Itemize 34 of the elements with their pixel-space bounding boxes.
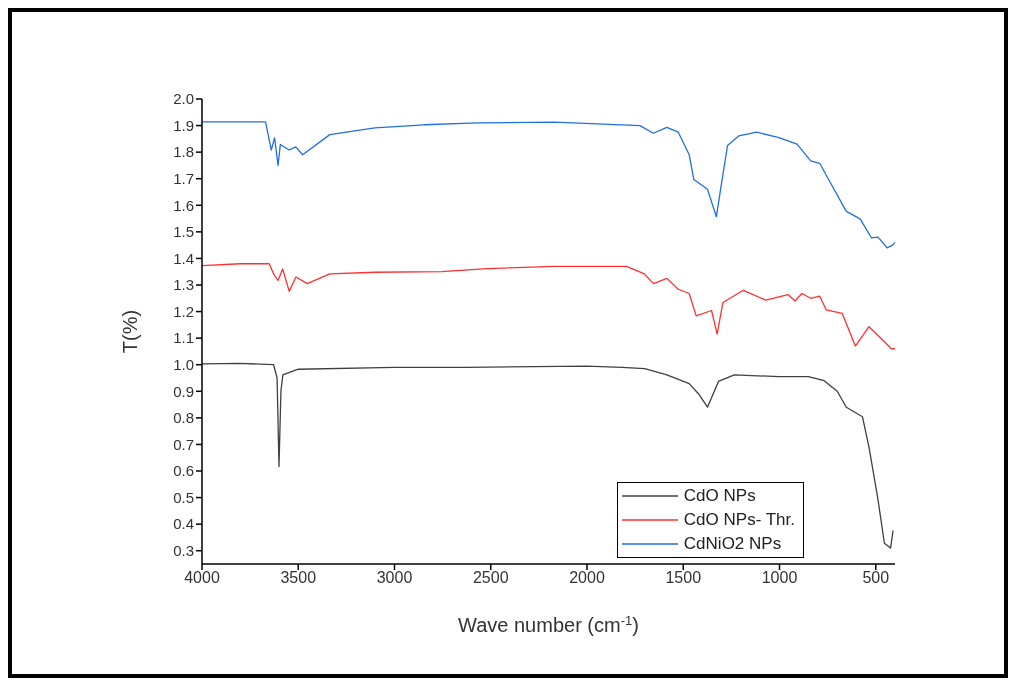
legend-label: CdNiO2 NPs [683,533,782,555]
line-series [202,362,894,549]
y-tick-label: 1.0 [173,356,194,374]
y-tick-label: 1.3 [173,276,194,294]
x-axis-title: Wave number (cm$^{-1}$) [458,612,639,636]
line-series [202,121,895,249]
y-axis-title: T(%) [119,309,141,354]
y-tick-label: 1.5 [173,223,194,241]
legend-label: CdO NPs- Thr. [683,509,795,531]
x-tick-label: 1000 [761,569,798,587]
x-tick-label: 4000 [184,569,220,587]
x-tick-label: 3500 [280,569,317,587]
y-tick-label: 0.4 [173,515,194,533]
line-series [202,263,895,350]
x-tick-label: 2000 [569,569,605,587]
legend-label: CdO NPs [683,485,756,507]
y-tick-label: 1.8 [173,143,194,161]
y-tick-label: 0.7 [173,435,194,453]
y-tick-label: 0.6 [173,462,194,480]
y-tick-label: 1.9 [173,116,194,134]
y-tick-label: 1.2 [173,302,194,320]
y-tick-label: 0.9 [173,382,194,400]
y-tick-label: 1.4 [173,249,194,267]
y-tick-label: 1.7 [173,170,194,188]
x-tick-label: 1500 [665,569,702,587]
y-tick-label: 2.0 [173,90,194,108]
x-tick-label: 3000 [376,569,413,587]
y-tick-label: 0.5 [173,488,194,506]
x-tick-label: 2500 [472,569,509,587]
x-tick-label: 500 [862,569,890,587]
y-tick-label: 0.8 [173,409,194,427]
y-tick-label: 0.3 [173,542,194,560]
y-tick-label: 1.1 [173,329,194,347]
y-tick-label: 1.6 [173,196,194,214]
